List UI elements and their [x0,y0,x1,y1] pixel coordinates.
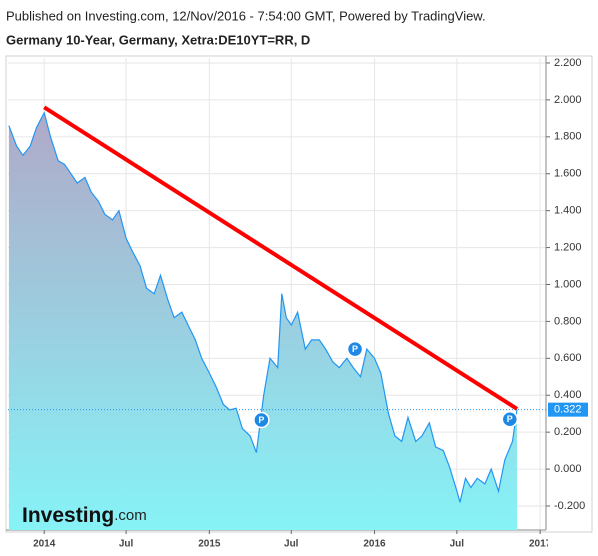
x-tick-label: 2016 [363,539,386,550]
annotation-label: P [507,414,513,424]
x-tick-label: Jul [284,539,299,550]
plot: -0.200 0.000 0.200 0.400 0.600 0.800 1.000 1.20… [6,56,588,550]
y-tick-label: 0.000 [554,463,582,475]
line [8,111,518,503]
x-axis: 2014 Jul 2015 Jul 2016 Jul 2017 [33,530,552,550]
annotation-label: P [258,415,264,425]
y-tick-label: 1.000 [554,278,582,290]
annotation-marker [501,410,519,428]
watermark: Investing.com [22,504,147,527]
y-tick-label: 0.800 [554,315,582,327]
header: Published on Investing.com, 12/Nov/2016 … [6,8,486,23]
watermark-brand: Investing [22,504,114,527]
y-tick-label: 0.200 [554,426,582,438]
y-tick-label: 0.400 [554,389,582,401]
x-tick-label: 2017 [529,539,552,550]
y-tick-label: 0.600 [554,352,582,364]
last-value-box [548,402,588,417]
frame [5,55,593,533]
annotation-marker [346,340,364,358]
x-tick-label: Jul [119,539,134,550]
x-tick-label: 2014 [33,539,56,550]
y-tick-label: 1.400 [554,205,582,217]
y-tick-label: 1.600 [554,168,582,180]
area-fill [8,112,518,531]
trendline [43,105,519,411]
chart-title: Germany 10-Year, Germany, Xetra:DE10YT=R… [6,32,310,47]
last-value-label: 0.322 [554,404,582,416]
annotation-marker [253,411,270,429]
y-tick-label: -0.200 [554,500,585,512]
watermark-suffix: .com [114,507,147,524]
x-tick-label: Jul [450,539,465,550]
y-tick-label: 1.200 [554,241,582,253]
x-tick-label: 2015 [198,539,221,550]
annotation-label: P [352,344,358,354]
y-tick-label: 2.000 [554,94,582,106]
y-tick-label: 1.800 [554,131,582,143]
y-tick-label: 2.200 [554,57,582,69]
